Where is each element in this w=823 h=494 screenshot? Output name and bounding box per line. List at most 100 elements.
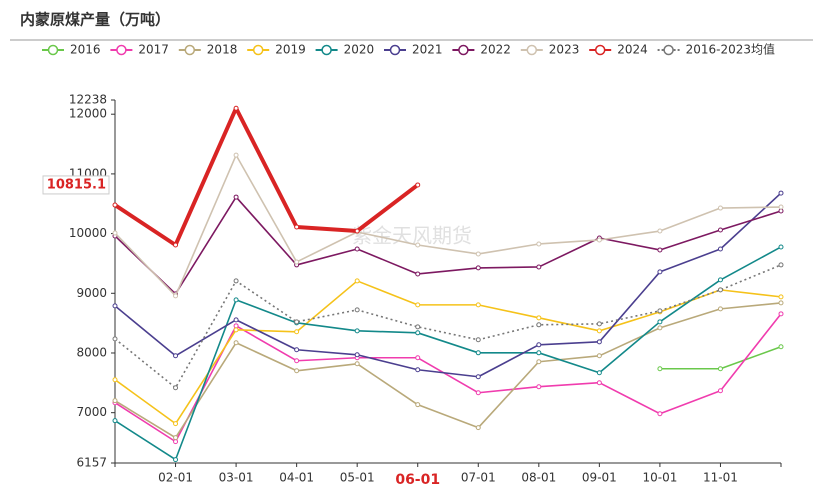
legend-swatch-dot: [458, 44, 469, 56]
data-point: [354, 246, 360, 252]
y-tick-label: 8000: [76, 345, 107, 359]
data-point: [415, 182, 421, 188]
data-point: [233, 327, 239, 333]
x-tick-label: 08-01: [521, 471, 556, 485]
data-point: [475, 265, 481, 271]
y-tick-label: 9000: [76, 286, 107, 300]
data-point: [778, 300, 784, 306]
data-point: [596, 237, 602, 243]
series-line: [114, 154, 782, 297]
x-tick-label: 04-01: [279, 471, 314, 485]
legend-swatch-dot: [594, 44, 606, 56]
x-tick-label: 05-01: [340, 471, 375, 485]
data-point: [173, 385, 179, 391]
data-point: [536, 241, 542, 247]
data-point: [596, 380, 602, 386]
data-point: [536, 359, 542, 365]
legend-label: 2019: [275, 43, 306, 57]
legend-label: 2020: [344, 43, 375, 57]
data-point: [778, 190, 784, 196]
data-point: [657, 269, 663, 275]
legend-swatch-dot: [252, 44, 264, 56]
legend-label: 2018: [207, 43, 238, 57]
axis-pointer-label: 10815.1: [47, 177, 106, 192]
data-point: [778, 344, 784, 350]
data-point: [294, 259, 300, 265]
series-line: [114, 302, 782, 439]
data-point: [536, 315, 542, 321]
data-point: [657, 366, 663, 372]
data-point: [475, 302, 481, 308]
data-point: [173, 421, 179, 427]
x-tick-label: 03-01: [219, 471, 254, 485]
legend-label: 2017: [138, 43, 169, 57]
x-tick-label: 02-01: [158, 471, 193, 485]
data-point: [717, 227, 723, 233]
data-point: [657, 308, 663, 314]
x-tick-label: 10-01: [642, 471, 677, 485]
data-point: [475, 251, 481, 257]
data-point: [475, 337, 481, 343]
data-point: [778, 244, 784, 250]
legend-label: 2016: [70, 43, 101, 57]
data-point: [294, 224, 300, 230]
y-tick-label: 12000: [69, 107, 107, 121]
data-point: [778, 204, 784, 210]
legend-label: 2023: [549, 43, 580, 57]
data-point: [354, 228, 360, 234]
data-point: [294, 347, 300, 353]
data-point: [112, 398, 118, 404]
data-point: [536, 350, 542, 356]
data-point: [415, 324, 421, 330]
legend-label: 2016-2023均值: [686, 42, 775, 57]
data-point: [415, 367, 421, 373]
data-point: [294, 368, 300, 374]
y-tick-label: 7000: [76, 405, 107, 419]
y-tick-label: 10000: [69, 226, 107, 240]
data-point: [717, 246, 723, 252]
data-point: [415, 271, 421, 277]
legend-swatch-dot: [389, 44, 401, 56]
data-point: [596, 321, 602, 327]
data-point: [354, 361, 360, 367]
series-line: [114, 280, 782, 425]
data-point: [415, 330, 421, 336]
data-point: [475, 350, 481, 356]
data-point: [596, 353, 602, 359]
data-point: [475, 374, 481, 380]
legend-label: 2022: [480, 43, 511, 57]
legend-label: 2021: [412, 43, 443, 57]
data-point: [233, 297, 239, 303]
legend-swatch-dot: [321, 44, 332, 56]
data-point: [173, 457, 179, 463]
data-point: [657, 325, 663, 331]
data-point: [717, 287, 723, 293]
data-point: [233, 152, 239, 158]
data-point: [717, 306, 723, 312]
x-tick-label: 11-01: [703, 471, 738, 485]
data-point: [112, 336, 118, 342]
chart-title: 内蒙原煤产量（万吨）: [20, 11, 170, 29]
data-point: [415, 402, 421, 408]
data-point: [233, 194, 239, 200]
data-point: [717, 277, 723, 283]
data-point: [596, 339, 602, 345]
data-point: [596, 370, 602, 376]
axis-pointer-box: [42, 175, 110, 195]
data-point: [173, 242, 179, 248]
series-line: [114, 264, 782, 389]
data-point: [233, 105, 239, 111]
data-point: [233, 323, 239, 329]
y-tick-label: 6157: [76, 456, 107, 470]
data-point: [354, 352, 360, 358]
data-point: [536, 322, 542, 328]
data-point: [657, 411, 663, 417]
data-point: [596, 328, 602, 334]
data-point: [294, 358, 300, 364]
data-point: [778, 311, 784, 317]
series-line: [114, 246, 782, 461]
x-tick-label: 07-01: [461, 471, 496, 485]
data-point: [354, 278, 360, 284]
x-tick-label: 09-01: [582, 471, 617, 485]
data-point: [415, 302, 421, 308]
